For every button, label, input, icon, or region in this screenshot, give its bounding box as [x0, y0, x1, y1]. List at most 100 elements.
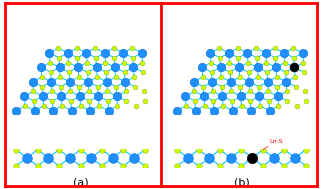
Point — [106, 109, 111, 112]
Point — [227, 61, 232, 64]
Point — [284, 80, 289, 83]
Point — [49, 90, 54, 93]
Point — [56, 164, 62, 167]
Point — [39, 75, 44, 78]
Point — [239, 164, 244, 167]
Point — [275, 85, 280, 88]
Point — [14, 148, 19, 151]
Point — [49, 80, 54, 83]
Point — [87, 99, 92, 102]
Point — [99, 164, 105, 167]
Point — [303, 148, 308, 151]
Point — [48, 71, 53, 74]
Point — [257, 104, 262, 107]
Point — [105, 90, 110, 93]
Point — [84, 51, 89, 54]
Point — [46, 156, 51, 159]
Point — [132, 85, 137, 88]
Text: (a): (a) — [73, 177, 88, 187]
Point — [212, 109, 217, 112]
Point — [69, 109, 74, 112]
Point — [84, 61, 90, 64]
Point — [86, 90, 91, 93]
Point — [60, 104, 65, 107]
Point — [217, 148, 223, 151]
Point — [78, 148, 83, 151]
Point — [110, 156, 115, 159]
Point — [31, 90, 36, 93]
Point — [245, 61, 251, 64]
Point — [291, 47, 296, 50]
Point — [132, 156, 137, 159]
Point — [263, 51, 269, 54]
Point — [142, 164, 147, 167]
Point — [123, 90, 128, 93]
Point — [239, 148, 244, 151]
Point — [142, 99, 147, 102]
Point — [230, 109, 235, 112]
Point — [35, 164, 40, 167]
Point — [272, 47, 277, 50]
Point — [282, 51, 287, 54]
Point — [123, 80, 128, 83]
Point — [105, 99, 110, 102]
Point — [235, 47, 241, 50]
Point — [131, 66, 136, 69]
Point — [56, 47, 61, 50]
Point — [275, 95, 280, 98]
Point — [260, 164, 266, 167]
Point — [124, 99, 129, 102]
Point — [291, 56, 297, 59]
Point — [111, 47, 116, 50]
Point — [24, 156, 29, 159]
Point — [210, 90, 215, 93]
Point — [67, 156, 72, 159]
Point — [86, 80, 91, 83]
Point — [201, 85, 206, 88]
Point — [219, 75, 224, 78]
Point — [93, 47, 98, 50]
Point — [264, 61, 269, 64]
Point — [112, 56, 117, 59]
Point — [39, 66, 44, 69]
Point — [236, 56, 241, 59]
Point — [217, 47, 222, 50]
Point — [283, 71, 288, 74]
Point — [77, 85, 82, 88]
Point — [85, 71, 90, 74]
Point — [294, 104, 299, 107]
Point — [66, 61, 71, 64]
Point — [193, 99, 198, 102]
Point — [32, 109, 37, 112]
Point — [122, 71, 127, 74]
Point — [229, 90, 234, 93]
Point — [132, 75, 137, 78]
Point — [56, 56, 62, 59]
Text: (b): (b) — [234, 177, 249, 187]
Point — [47, 51, 52, 54]
Point — [96, 95, 101, 98]
Point — [56, 148, 62, 151]
Point — [221, 104, 226, 107]
Point — [226, 51, 232, 54]
Point — [175, 109, 180, 112]
Point — [75, 66, 80, 69]
Point — [264, 71, 270, 74]
Point — [293, 85, 298, 88]
Point — [89, 156, 94, 159]
Point — [208, 51, 213, 54]
Point — [193, 109, 198, 112]
Point — [274, 75, 279, 78]
Point — [14, 164, 19, 167]
Point — [142, 90, 147, 93]
Point — [245, 51, 250, 54]
Point — [184, 104, 189, 107]
Point — [217, 164, 223, 167]
Point — [293, 156, 298, 159]
Point — [200, 66, 205, 69]
Point — [292, 66, 297, 69]
Point — [14, 109, 19, 112]
Point — [121, 61, 127, 64]
Point — [139, 51, 144, 54]
Point — [142, 148, 147, 151]
